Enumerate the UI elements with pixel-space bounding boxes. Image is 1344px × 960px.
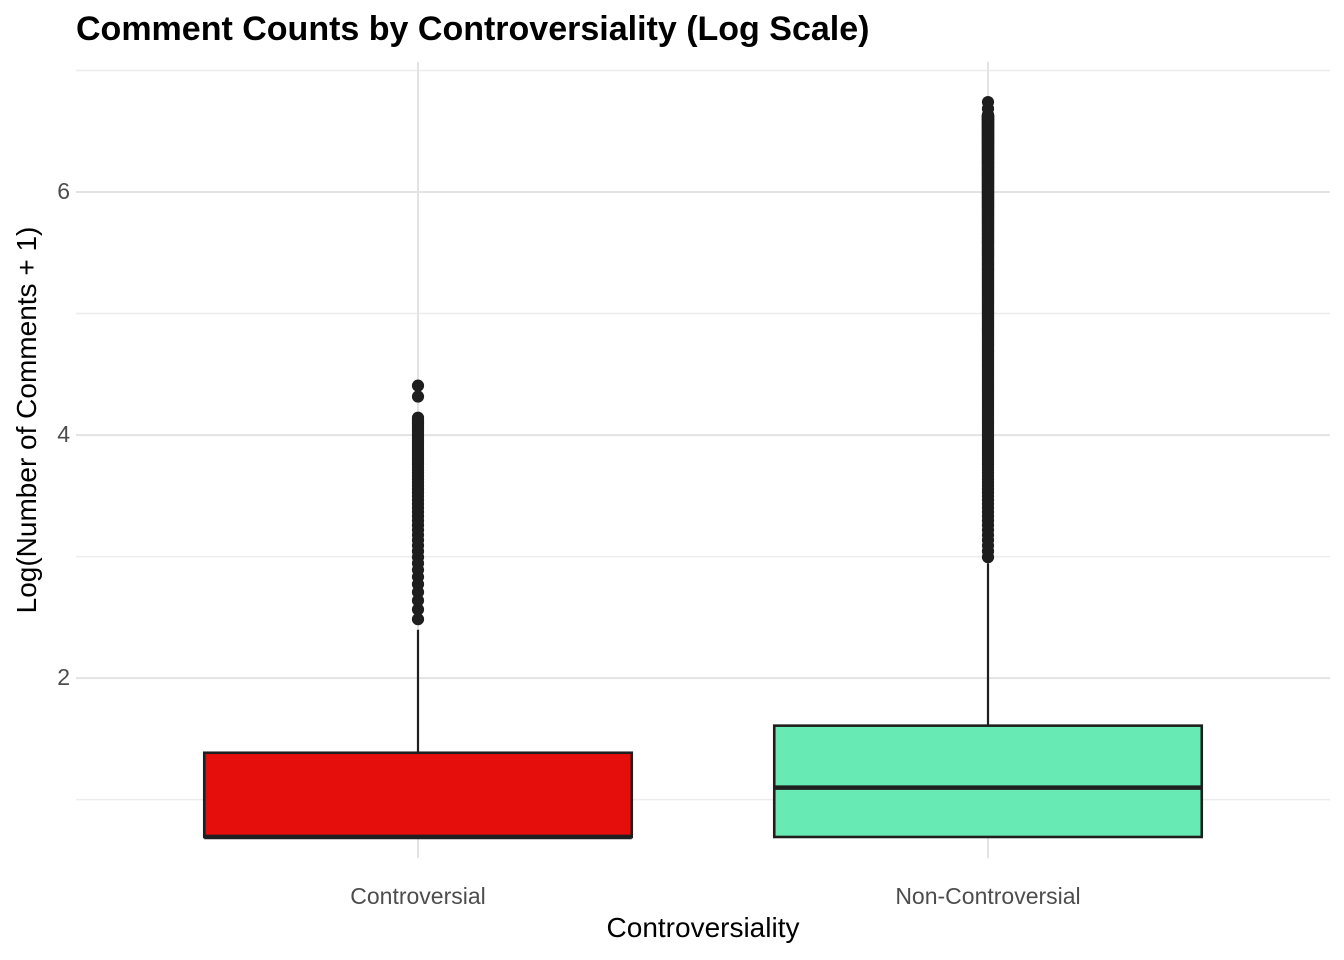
iqr-box-controversial <box>202 751 634 839</box>
outlier-dot <box>411 603 425 616</box>
y-axis-title: Log(Number of Comments + 1) <box>11 226 42 614</box>
y-tick-label-4: 4 <box>57 421 70 447</box>
outlier-dot <box>411 411 425 424</box>
outlier-stack-non-controversial <box>981 95 995 564</box>
outlier-stack-controversial <box>411 379 425 626</box>
boxplot-non-controversial <box>772 95 1204 839</box>
outlier-dot <box>411 613 425 626</box>
boxplot-controversial <box>202 379 634 840</box>
y-tick-label-2: 2 <box>57 664 70 690</box>
chart-title: Comment Counts by Controversiality (Log … <box>76 10 870 48</box>
outlier-dot <box>411 594 425 607</box>
outlier-dot <box>411 379 425 392</box>
x-axis-title: Controversiality <box>606 912 800 943</box>
outlier-dot <box>981 95 995 109</box>
x-tick-label-non-controversial: Non-Controversial <box>895 883 1081 909</box>
y-tick-label-6: 6 <box>57 178 70 204</box>
outlier-dot <box>411 390 425 403</box>
iqr-box-non-controversial <box>772 724 1204 839</box>
x-tick-label-controversial: Controversial <box>350 883 486 909</box>
